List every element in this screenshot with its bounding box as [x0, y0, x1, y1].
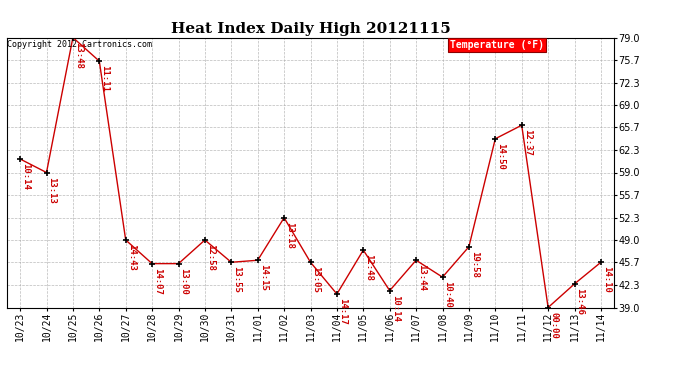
- Title: Heat Index Daily High 20121115: Heat Index Daily High 20121115: [170, 22, 451, 36]
- Text: 10:14: 10:14: [391, 295, 400, 322]
- Text: 13:55: 13:55: [233, 267, 241, 293]
- Text: 13:18: 13:18: [285, 222, 294, 249]
- Text: 12:58: 12:58: [206, 244, 215, 271]
- Text: 11:11: 11:11: [100, 65, 109, 92]
- Text: 14:10: 14:10: [602, 267, 611, 293]
- Text: 13:48: 13:48: [74, 42, 83, 69]
- Text: 14:50: 14:50: [496, 143, 505, 170]
- Text: 13:05: 13:05: [312, 267, 321, 293]
- Text: 14:43: 14:43: [127, 244, 136, 271]
- Text: 14:07: 14:07: [153, 268, 162, 295]
- Text: 12:37: 12:37: [523, 129, 532, 156]
- Text: Copyright 2012 Cartronics.com: Copyright 2012 Cartronics.com: [7, 40, 152, 49]
- Text: 13:44: 13:44: [417, 264, 426, 291]
- Text: 14:15: 14:15: [259, 264, 268, 291]
- Text: 19:58: 19:58: [470, 251, 479, 278]
- Text: 13:46: 13:46: [575, 288, 584, 315]
- Text: 13:13: 13:13: [48, 177, 57, 204]
- Text: 13:00: 13:00: [179, 268, 188, 295]
- Text: 12:48: 12:48: [364, 254, 373, 281]
- Text: 10:40: 10:40: [444, 281, 453, 308]
- Text: 00:00: 00:00: [549, 312, 558, 339]
- Text: Temperature (°F): Temperature (°F): [450, 40, 544, 50]
- Text: 10:14: 10:14: [21, 163, 30, 190]
- Text: 14:17: 14:17: [338, 298, 347, 325]
